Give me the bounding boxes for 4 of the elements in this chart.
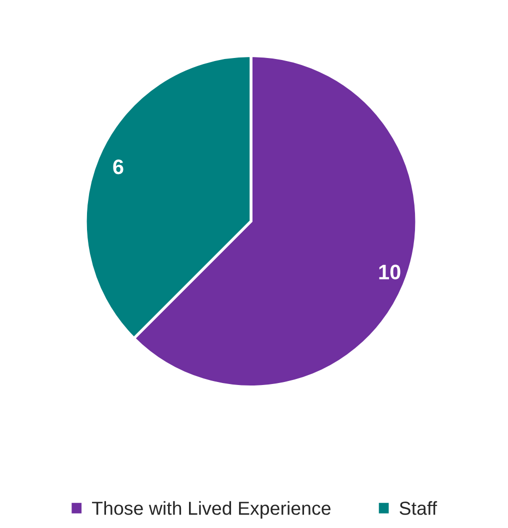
data-label: 6 (113, 159, 124, 174)
legend-label: Those with Lived Experience (92, 501, 330, 519)
data-label: 10 (379, 264, 400, 280)
legend-label: Staff (400, 501, 438, 515)
